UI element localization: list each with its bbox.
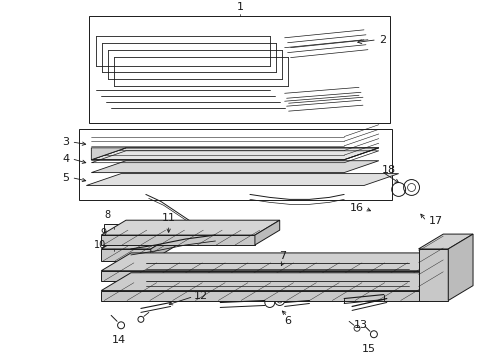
Text: 12: 12 — [194, 291, 208, 301]
Text: 6: 6 — [284, 316, 291, 327]
Polygon shape — [428, 273, 458, 301]
Text: 10: 10 — [94, 240, 106, 250]
Polygon shape — [101, 291, 428, 301]
Text: 17: 17 — [428, 216, 442, 226]
Polygon shape — [255, 220, 280, 245]
Polygon shape — [91, 148, 126, 160]
Text: 2: 2 — [379, 35, 386, 45]
Polygon shape — [101, 271, 428, 281]
Text: 16: 16 — [350, 203, 364, 213]
Text: 18: 18 — [382, 165, 396, 175]
Polygon shape — [418, 249, 448, 301]
Polygon shape — [91, 161, 379, 172]
Polygon shape — [428, 253, 458, 281]
Bar — [79, 129, 392, 201]
Bar — [89, 16, 390, 123]
Polygon shape — [101, 253, 458, 271]
Bar — [104, 224, 124, 254]
Polygon shape — [101, 234, 175, 249]
Polygon shape — [101, 273, 458, 291]
Polygon shape — [418, 234, 473, 249]
Text: 14: 14 — [112, 335, 126, 345]
Text: 15: 15 — [362, 344, 376, 354]
Polygon shape — [151, 234, 175, 261]
Text: 9: 9 — [100, 228, 106, 238]
Text: 7: 7 — [279, 251, 286, 261]
Text: 5: 5 — [63, 172, 70, 183]
Polygon shape — [101, 249, 151, 261]
Text: 3: 3 — [63, 137, 70, 147]
Polygon shape — [86, 174, 399, 185]
Polygon shape — [448, 234, 473, 301]
Text: 11: 11 — [162, 213, 175, 223]
Polygon shape — [101, 220, 280, 235]
Text: 13: 13 — [354, 320, 368, 330]
Text: 8: 8 — [104, 210, 110, 220]
Polygon shape — [91, 148, 379, 160]
Polygon shape — [101, 235, 255, 245]
Text: 1: 1 — [237, 2, 244, 12]
Text: 4: 4 — [62, 154, 70, 164]
